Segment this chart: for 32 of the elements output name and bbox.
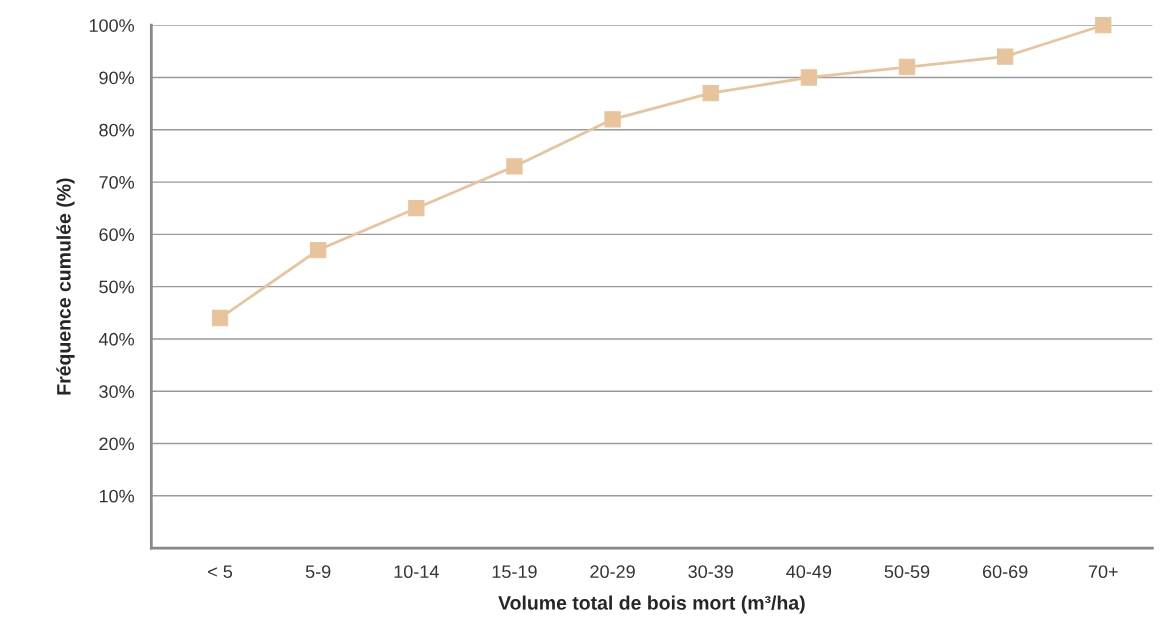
x-tick-label: 70+ [1088, 565, 1118, 579]
x-tick-label: 15-19 [492, 565, 537, 579]
point [408, 200, 425, 217]
y-tick-label: 100% [89, 19, 135, 32]
point [800, 69, 818, 86]
x-tick-label: < 5 [208, 565, 233, 579]
y-tick-label: 90% [99, 71, 135, 85]
y-tick-label: 50% [99, 280, 135, 294]
y-tick-label: 20% [99, 437, 135, 451]
x-tick-label: 60-69 [982, 565, 1028, 579]
point [604, 111, 621, 128]
x-tick-label: 20-29 [590, 565, 635, 579]
y-tick-label: 10% [99, 489, 135, 503]
point [506, 158, 523, 175]
x-axis-title: Volume total de bois mort (m³/ha) [498, 595, 805, 614]
point [211, 309, 229, 327]
y-tick-label: 30% [99, 385, 135, 398]
x-tick-label: 5-9 [305, 565, 331, 579]
point [898, 58, 916, 76]
x-tick-label: 40-49 [786, 565, 832, 579]
point [1095, 17, 1112, 34]
y-tick-label: 70% [99, 176, 135, 189]
point [702, 85, 719, 102]
x-tick-label: 50-59 [884, 565, 930, 579]
x-tick-label: 30-39 [688, 565, 733, 579]
point [996, 48, 1014, 65]
y-tick-label: 80% [99, 123, 135, 137]
x-tick-label: 10-14 [394, 565, 439, 579]
y-tick-label: 60% [99, 228, 135, 242]
point [310, 241, 327, 259]
y-tick-label: 40% [98, 332, 135, 346]
y-axis-title: Fréquence cumulée (%) [56, 178, 75, 395]
